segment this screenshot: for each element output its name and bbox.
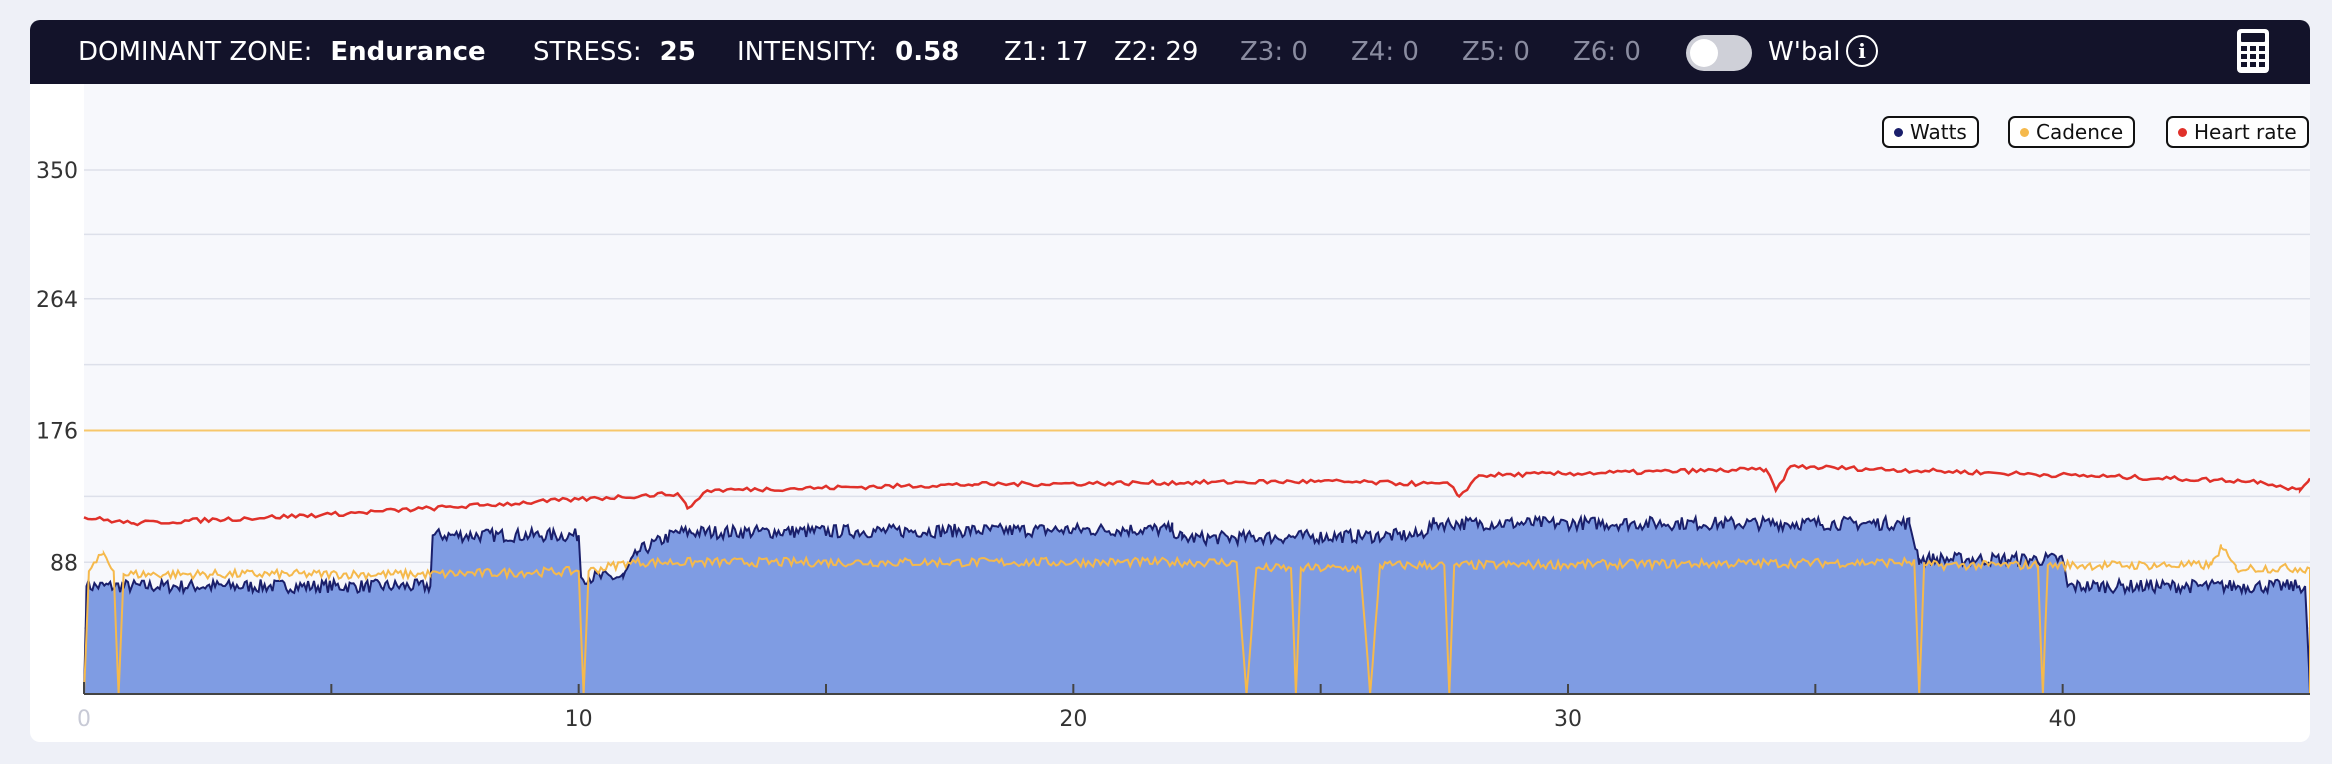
zone-z4: Z4: 0 [1351,37,1419,67]
dominant-zone-value: Endurance [330,37,486,67]
x-tick-label: 10 [565,707,593,732]
x-tick-label: 0 [77,707,91,732]
zone-z5: Z5: 0 [1462,37,1530,67]
intensity-label: INTENSITY: [737,37,878,67]
chart-area: 88 176 264 350 0 10 20 30 40 Watts Cadence Heart… [30,84,2310,742]
watts-line [83,513,2310,695]
stress-stat: STRESS: 25 [533,20,696,84]
x-tick-label: 30 [1554,707,1582,732]
zone-z2: Z2: 29 [1114,37,1199,67]
x-tick-label: 40 [2049,707,2077,732]
info-icon[interactable]: i [1846,35,1878,67]
x-tick-label: 20 [1059,707,1087,732]
wbal-label: W'bal [1768,37,1841,67]
stats-bar: DOMINANT ZONE: Endurance STRESS: 25 INTE… [30,20,2310,84]
legend-label-cadence: Cadence [2036,120,2124,144]
watts-area [84,516,2310,694]
toggle-knob [1690,39,1718,67]
dominant-zone-stat: DOMINANT ZONE: Endurance [78,20,486,84]
zone-z1: Z1: 17 [1004,37,1089,67]
legend-dot-cadence [2020,127,2029,137]
y-tick-label: 264 [36,288,78,313]
intensity-stat: INTENSITY: 0.58 [737,20,959,84]
legend-label-heart-rate: Heart rate [2194,120,2297,144]
heart-rate-line [83,463,2310,527]
cadence-line [83,544,2310,695]
legend-watts[interactable]: Watts [1882,116,1979,148]
stress-value: 25 [659,37,696,67]
legend-dot-watts [1894,127,1903,137]
chart-card: DOMINANT ZONE: Endurance STRESS: 25 INTE… [30,20,2310,742]
wbal-toggle[interactable] [1686,35,1752,71]
zone-z6: Z6: 0 [1573,37,1641,67]
legend-dot-heart-rate [2178,127,2187,137]
stress-label: STRESS: [533,37,642,67]
legend-heart-rate[interactable]: Heart rate [2166,116,2309,148]
y-tick-label: 176 [36,420,78,445]
intensity-value: 0.58 [895,37,960,67]
dominant-zone-label: DOMINANT ZONE: [78,37,313,67]
legend-cadence[interactable]: Cadence [2008,116,2136,148]
y-tick-label: 350 [36,159,78,184]
y-tick-label: 88 [50,551,78,576]
power-chart: 88 176 264 350 0 10 20 30 40 [36,84,2310,732]
calculator-icon[interactable] [2236,28,2270,74]
zone-z3: Z3: 0 [1240,37,1308,67]
legend-label-watts: Watts [1910,120,1967,144]
